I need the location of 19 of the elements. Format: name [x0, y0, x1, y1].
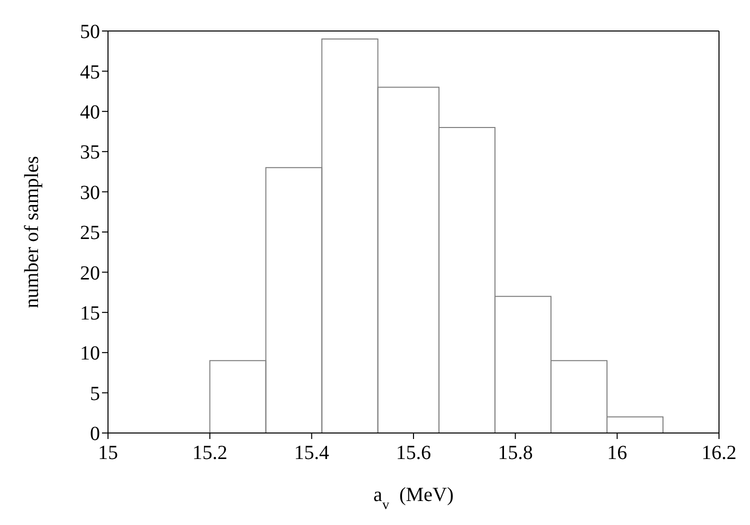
y-tick-label: 5 [90, 382, 100, 405]
y-tick-label: 10 [80, 342, 100, 365]
x-tick-label: 16.2 [702, 442, 736, 464]
x-axis-title: a$_{v}$ (MeV) [373, 484, 454, 512]
y-tick-label: 35 [80, 142, 100, 164]
x-tick-label: 15.8 [498, 442, 533, 464]
x-tick-label: 15.4 [294, 442, 330, 464]
x-tick-label: 16 [607, 442, 628, 464]
y-tick-label: 15 [80, 302, 100, 324]
y-tick-label: 25 [80, 222, 100, 244]
y-tick-label: 30 [80, 182, 100, 204]
x-tick-label: 15.2 [192, 442, 228, 464]
y-axis-title: number of samples [21, 156, 43, 308]
y-tick-label: 45 [80, 61, 100, 84]
y-tick-label: 50 [80, 21, 100, 44]
x-tick-label: 15.6 [396, 442, 431, 464]
y-tick-label: 40 [80, 102, 100, 124]
y-tick-label: 20 [80, 262, 100, 284]
y-tick-label: 0 [90, 423, 100, 446]
